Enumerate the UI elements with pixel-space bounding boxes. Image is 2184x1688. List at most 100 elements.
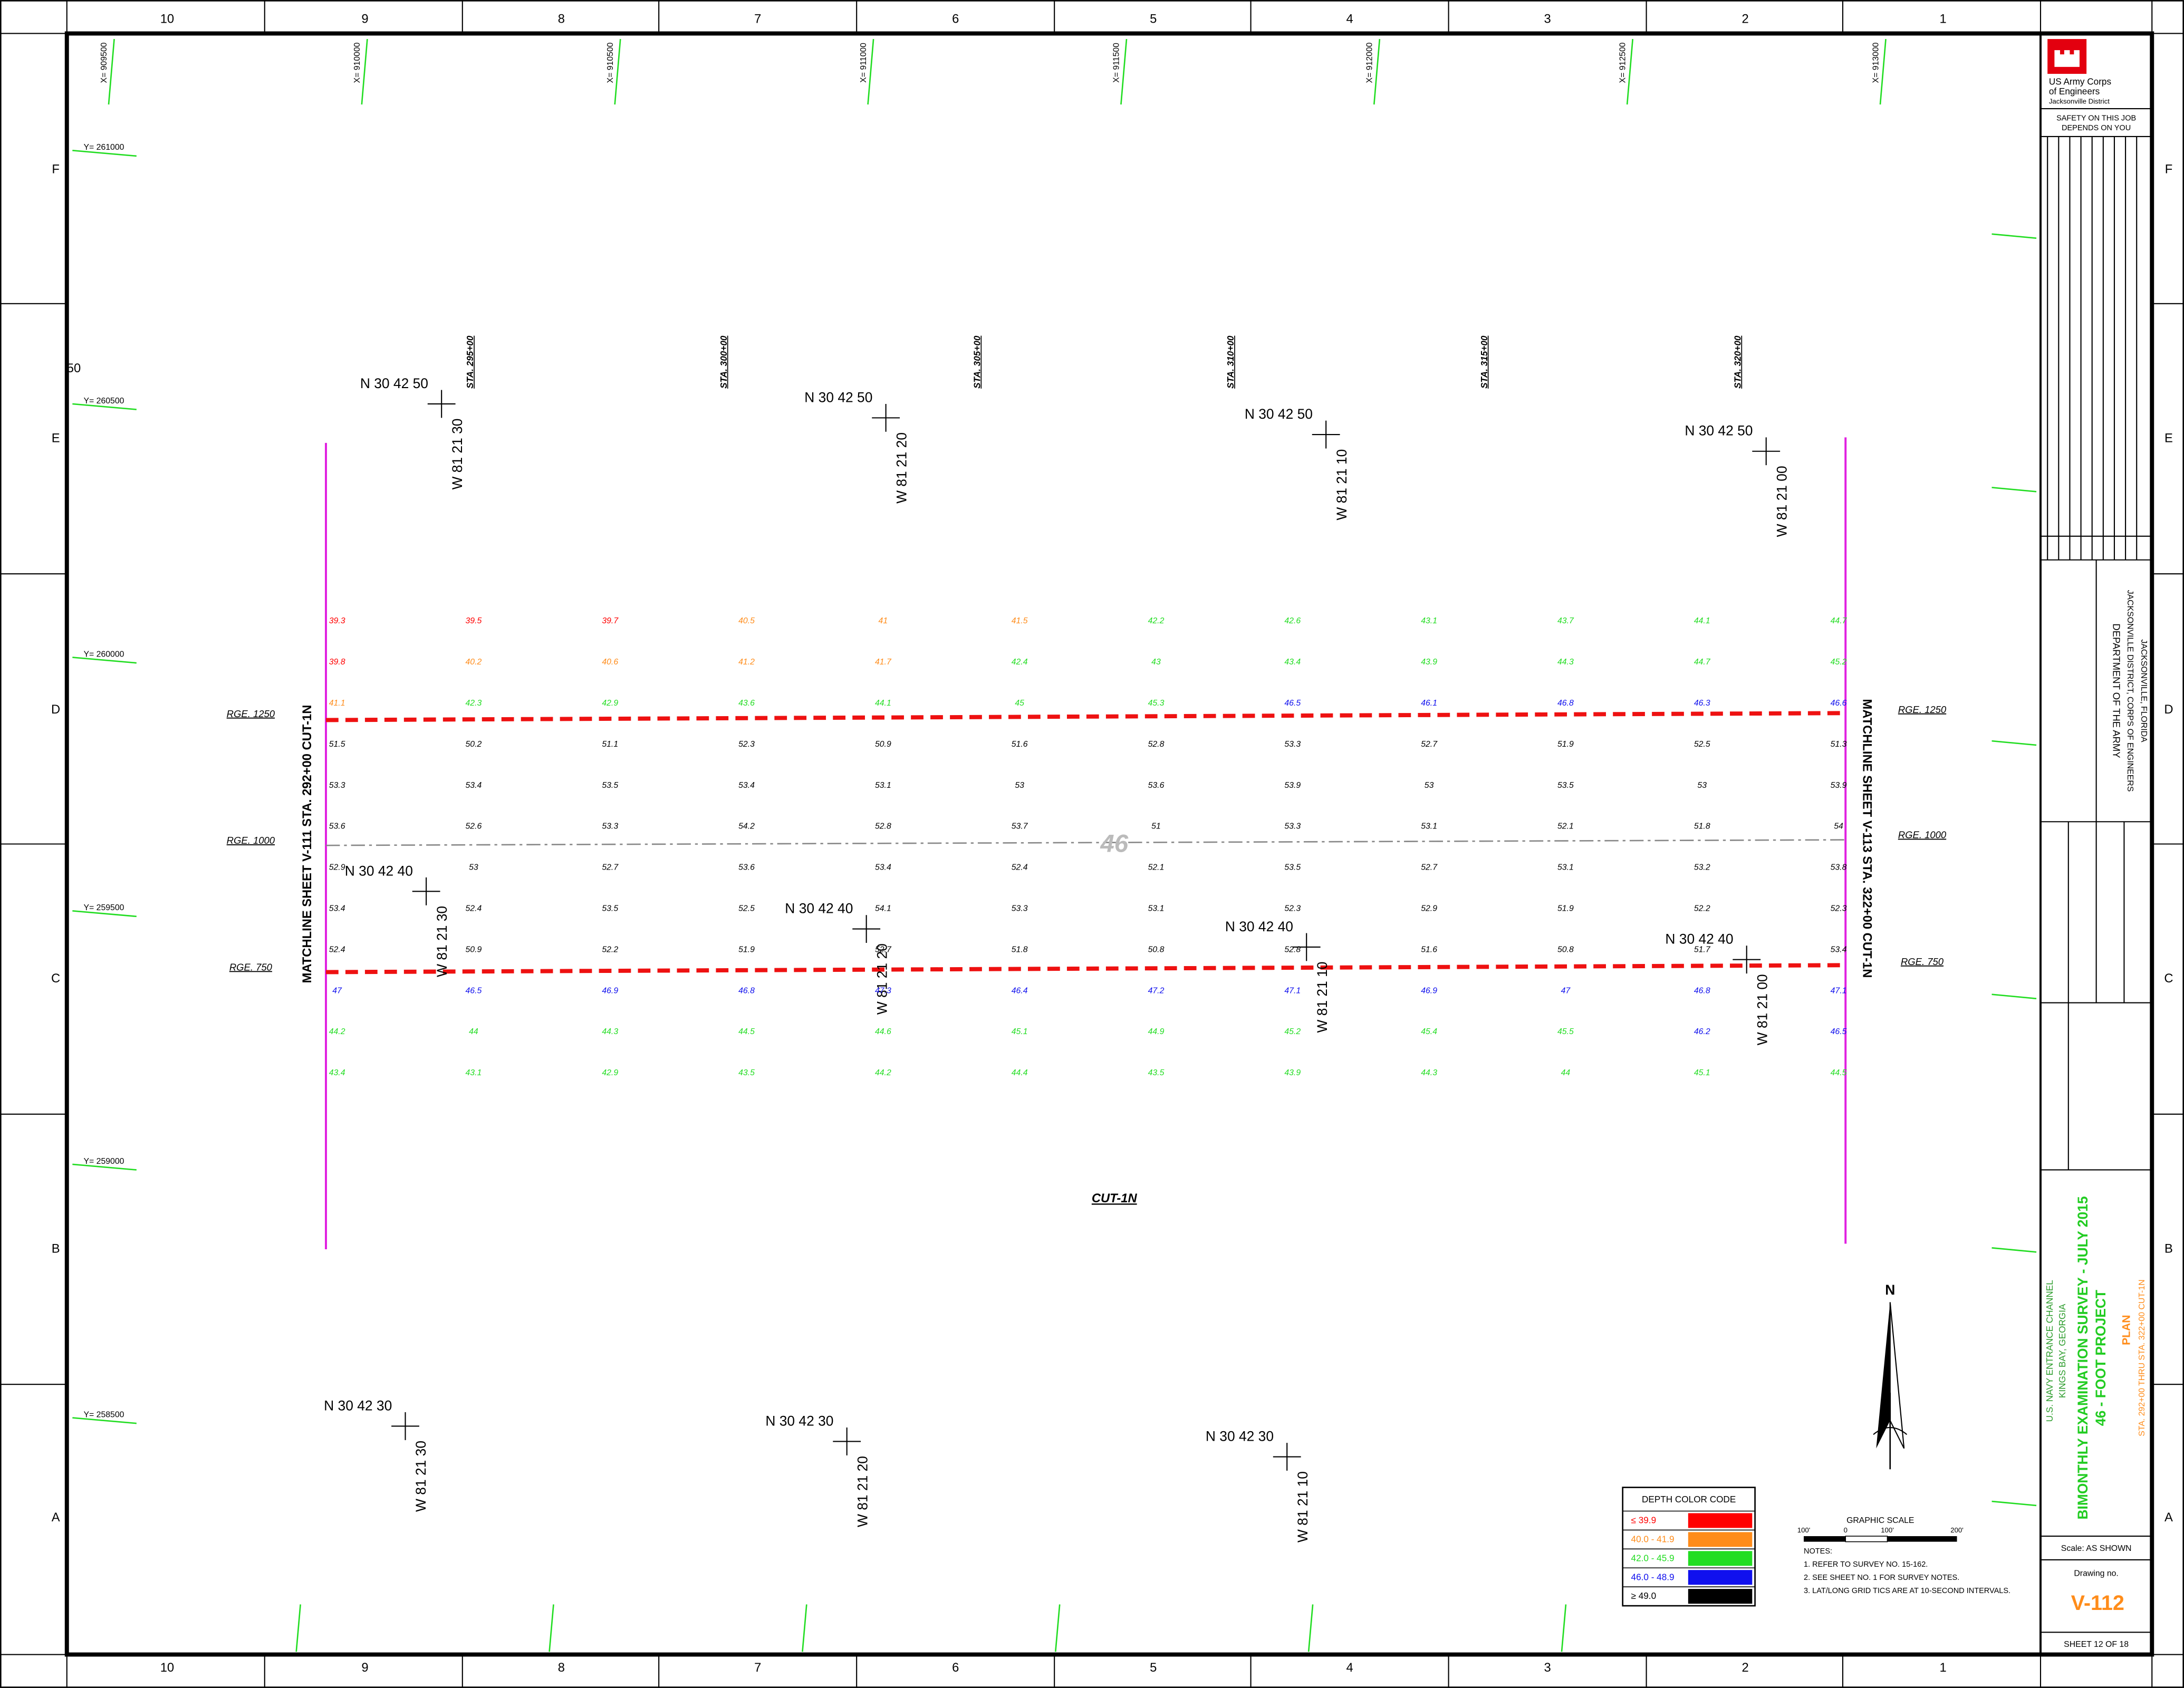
sounding: 53.4 [738, 781, 755, 790]
legend-label: ≤ 39.9 [1631, 1515, 1657, 1526]
sounding: 41.2 [738, 658, 755, 667]
scale-label: 0 [1844, 1526, 1848, 1534]
latlong-cross [872, 403, 900, 432]
zone-column-label: 10 [160, 12, 174, 26]
northing-tick [72, 657, 137, 664]
drawing-label: Drawing no. [2074, 1569, 2118, 1578]
sounding: 53.3 [1284, 740, 1301, 749]
zone-column-label: 5 [1150, 12, 1157, 26]
sounding: 54.1 [875, 904, 891, 913]
note: 2. SEE SHEET NO. 1 FOR SURVEY NOTES. [1804, 1574, 1959, 1582]
latitude-label: N 30 42 50 [1685, 423, 1753, 439]
easting-tick [361, 38, 368, 105]
sounding: 45.1 [1694, 1068, 1710, 1077]
sounding: 41.1 [329, 699, 345, 708]
survey-title: 46 - FOOT PROJECT [2093, 1290, 2109, 1426]
sounding: 53.4 [466, 781, 482, 790]
latitude-label: N 30 42 30 [1206, 1429, 1274, 1444]
sounding: 53.6 [738, 863, 755, 872]
easting-tick [1561, 1604, 1567, 1652]
sounding: 44.7 [1831, 616, 1848, 625]
latitude-label: N 30 42 30 [765, 1413, 833, 1429]
sounding: 50.8 [1148, 945, 1165, 954]
sounding: 51.3 [1831, 740, 1847, 749]
sounding: 53.4 [329, 904, 345, 913]
sounding: 52.1 [1148, 863, 1165, 872]
latlong-cross [833, 1427, 861, 1455]
sounding: 47.1 [1831, 986, 1847, 995]
zone-row-label: F [52, 162, 60, 177]
sounding: 43.1 [1421, 616, 1437, 625]
sounding: 54 [1834, 822, 1843, 831]
sounding: 53.1 [1148, 904, 1165, 913]
sounding: 44.5 [738, 1027, 755, 1036]
sounding: 53.7 [1012, 822, 1028, 831]
northing-tick [72, 1417, 137, 1424]
sounding: 39.5 [466, 616, 482, 625]
sounding: 44.5 [1831, 1068, 1847, 1077]
longitude-label: W 81 21 20 [874, 943, 890, 1015]
sounding: 52.5 [1694, 740, 1710, 749]
sounding: 46.2 [1694, 1027, 1710, 1036]
sounding: 42.4 [1012, 658, 1028, 667]
sounding: 51.8 [1694, 822, 1710, 831]
sounding: 51.1 [602, 740, 618, 749]
north-label: N [1885, 1282, 1895, 1298]
latitude-label: N 30 42 30 [324, 1397, 392, 1413]
sounding: 40.5 [738, 616, 755, 625]
sounding: 44.7 [1694, 658, 1711, 667]
northing-label: Y= 261000 [83, 143, 124, 152]
sounding: 44.1 [1694, 616, 1710, 625]
sounding: 53.3 [329, 781, 345, 790]
legend-label: ≥ 49.0 [1631, 1590, 1657, 1601]
sounding: 46.8 [738, 986, 755, 995]
sounding: 51.5 [329, 740, 345, 749]
sounding: 40.6 [602, 658, 618, 667]
zone-column-label: 3 [1544, 12, 1551, 26]
department-label: DEPARTMENT OF THE ARMY [2111, 623, 2122, 758]
sounding: 52.9 [1421, 904, 1437, 913]
sounding: 50.8 [1557, 945, 1574, 954]
legend-label: 40.0 - 41.9 [1631, 1533, 1675, 1544]
range-label: RGE. 1000 [1898, 829, 1947, 841]
easting-tick [867, 38, 874, 105]
zone-column-label: 7 [754, 12, 761, 26]
sheet-label: SHEET 12 OF 18 [2064, 1640, 2129, 1649]
easting-tick [1626, 38, 1634, 105]
sounding: 46.4 [1012, 986, 1028, 995]
station-label: STA. 300+00 [718, 335, 729, 389]
sounding: 51.9 [1557, 740, 1574, 749]
zone-column-label: 7 [754, 1661, 761, 1675]
sounding: 42.2 [1148, 616, 1165, 625]
zone-row-label: A [52, 1510, 60, 1525]
sounding: 47.3 [875, 986, 891, 995]
sounding: 45.2 [1831, 658, 1847, 667]
sounding: 45.5 [1557, 1027, 1574, 1036]
sounding: 43.4 [329, 1068, 345, 1077]
sounding: 53.5 [602, 781, 618, 790]
legend-swatch [1688, 1570, 1753, 1585]
zone-column-label: 9 [361, 1661, 368, 1675]
northing-tick [1991, 487, 2037, 493]
sounding: 46.5 [1284, 699, 1301, 708]
north-arrow [1873, 1302, 1908, 1470]
station-label: STA. 310+00 [1225, 335, 1236, 389]
sounding: 53.8 [1831, 863, 1847, 872]
northing-tick [72, 149, 137, 157]
sounding: 53.3 [1284, 822, 1301, 831]
sounding: 52.7 [602, 863, 619, 872]
northing-tick [1991, 993, 2037, 999]
legend-swatch [1688, 1589, 1753, 1604]
longitude-label: W 81 21 10 [1295, 1471, 1311, 1542]
plan-label: PLAN [2120, 1315, 2132, 1345]
survey-title: BIMONTHLY EXAMINATION SURVEY - JULY 2015 [2075, 1196, 2091, 1519]
longitude-label: W 81 21 00 [1754, 974, 1770, 1045]
longitude-label: W 81 21 30 [449, 419, 465, 490]
latlong-cross [412, 877, 440, 905]
matchline-label: MATCHLINE SHEET V-113 STA. 322+00 CUT-1N [1860, 699, 1874, 978]
sounding: 51.7 [1694, 945, 1711, 954]
zone-column-label: 3 [1544, 1661, 1551, 1675]
zone-column-label: 1 [1940, 12, 1947, 26]
sounding: 53.9 [1284, 781, 1301, 790]
northing-tick [72, 1163, 137, 1171]
